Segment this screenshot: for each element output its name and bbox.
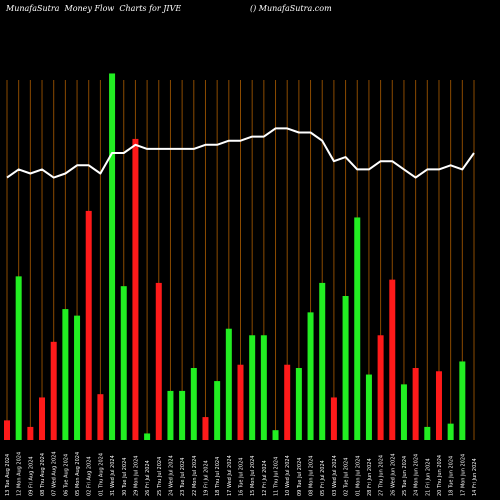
money-flow-bar xyxy=(39,397,46,440)
money-flow-bar xyxy=(27,426,34,440)
x-tick-label: 23 Tue Jul 2024 xyxy=(180,458,186,496)
x-tick-label: 20 Thu Jun 2024 xyxy=(437,455,443,496)
money-flow-bar xyxy=(342,296,349,440)
money-flow-bar xyxy=(284,364,291,440)
money-flow-bar xyxy=(214,381,221,440)
money-flow-bar xyxy=(400,384,407,440)
money-flow-bar xyxy=(330,397,337,440)
x-tick-label: 05 Mon Aug 2024 xyxy=(75,452,81,496)
money-flow-bar xyxy=(307,312,314,440)
x-tick-label: 09 Tue Jul 2024 xyxy=(297,458,303,496)
x-tick-label: 17 Wed Jul 2024 xyxy=(227,455,233,496)
x-tick-label: 09 Fri Aug 2024 xyxy=(28,456,34,496)
money-flow-line xyxy=(6,127,475,179)
money-flow-bar xyxy=(424,426,431,440)
chart-title: MunafaSutra Money Flow Charts for JIVE xyxy=(6,4,182,13)
x-tick-label: 31 Wed Jul 2024 xyxy=(110,455,116,496)
x-tick-label: 16 Tue Jul 2024 xyxy=(239,458,245,496)
money-flow-bar xyxy=(459,361,466,440)
money-flow-bar xyxy=(144,433,151,440)
x-tick-label: 12 Fri Jul 2024 xyxy=(262,460,268,496)
x-tick-label: 24 Mon Jun 2024 xyxy=(414,454,420,496)
x-tick-label: 17 Mon Jun 2024 xyxy=(460,454,466,496)
x-tick-label: 29 Mon Jul 2024 xyxy=(133,456,139,496)
money-flow-bar xyxy=(295,368,302,440)
money-flow-bar xyxy=(260,335,267,440)
money-flow-bar xyxy=(412,368,419,440)
x-tick-label: 02 Tue Jul 2024 xyxy=(344,458,350,496)
money-flow-bar xyxy=(85,210,92,440)
money-flow-bar xyxy=(62,309,69,440)
x-tick-label: 14 Fri Jun 2024 xyxy=(472,458,478,496)
x-tick-label: 01 Thu Aug 2024 xyxy=(98,453,104,496)
money-flow-bar xyxy=(97,394,104,440)
money-flow-bar xyxy=(179,390,186,440)
money-flow-bar xyxy=(50,341,57,440)
money-flow-bar xyxy=(225,328,232,440)
x-tick-label: 13 Tue Aug 2024 xyxy=(5,454,11,496)
x-tick-label: 21 Fri Jun 2024 xyxy=(425,458,431,496)
x-tick-label: 26 Fri Jul 2024 xyxy=(145,460,151,496)
x-tick-label: 08 Mon Jul 2024 xyxy=(309,456,315,496)
money-flow-bar xyxy=(237,364,244,440)
money-flow-bar xyxy=(167,390,174,440)
x-tick-label: 18 Thu Jul 2024 xyxy=(215,457,221,496)
x-tick-label: 18 Tue Jun 2024 xyxy=(449,456,455,496)
money-flow-bar xyxy=(272,430,279,440)
x-tick-label: 22 Mon Jul 2024 xyxy=(192,456,198,496)
money-flow-bar xyxy=(4,420,10,440)
site-name: () MunafaSutra.com xyxy=(250,4,332,13)
money-flow-bar xyxy=(202,417,209,440)
x-tick-label: 10 Wed Jul 2024 xyxy=(285,455,291,496)
money-flow-bar xyxy=(15,276,22,440)
money-flow-bar xyxy=(109,73,116,441)
money-flow-bar xyxy=(155,282,162,440)
money-flow-bar xyxy=(377,335,384,440)
money-flow-bar xyxy=(354,217,361,440)
x-tick-label: 27 Thu Jun 2024 xyxy=(379,455,385,496)
x-tick-label: 30 Tue Jul 2024 xyxy=(122,458,128,496)
x-tick-label: 25 Tue Jun 2024 xyxy=(402,456,408,496)
money-flow-bar xyxy=(249,335,256,440)
x-tick-label: 08 Thu Aug 2024 xyxy=(40,453,46,496)
x-tick-label: 03 Wed Jul 2024 xyxy=(332,455,338,496)
x-tick-label: 12 Mon Aug 2024 xyxy=(17,452,23,496)
x-tick-label: 01 Mon Jul 2024 xyxy=(355,456,361,496)
x-tick-label: 11 Thu Jul 2024 xyxy=(274,457,280,496)
money-flow-bar xyxy=(389,279,396,440)
x-tick-label: 19 Fri Jul 2024 xyxy=(203,460,209,496)
x-tick-label: 28 Fri Jun 2024 xyxy=(367,458,373,496)
money-flow-bar xyxy=(435,371,442,440)
x-tick-label: 24 Wed Jul 2024 xyxy=(168,455,174,496)
money-flow-bar xyxy=(365,374,372,440)
x-tick-label: 06 Tue Aug 2024 xyxy=(63,454,69,496)
x-tick-label: 25 Thu Jul 2024 xyxy=(157,457,163,496)
money-flow-bar xyxy=(319,282,326,440)
money-flow-bar xyxy=(120,286,127,440)
money-flow-bar xyxy=(190,368,197,440)
x-tick-label: 02 Fri Aug 2024 xyxy=(87,456,93,496)
money-flow-bar xyxy=(132,138,139,440)
money-flow-bar xyxy=(447,423,454,440)
money-flow-bar xyxy=(74,315,81,440)
x-tick-label: 07 Wed Aug 2024 xyxy=(52,451,58,496)
x-tick-label: 26 Wed Jun 2024 xyxy=(390,453,396,496)
x-tick-label: 15 Mon Jul 2024 xyxy=(250,456,256,496)
x-tick-label: 05 Fri Jul 2024 xyxy=(320,460,326,496)
